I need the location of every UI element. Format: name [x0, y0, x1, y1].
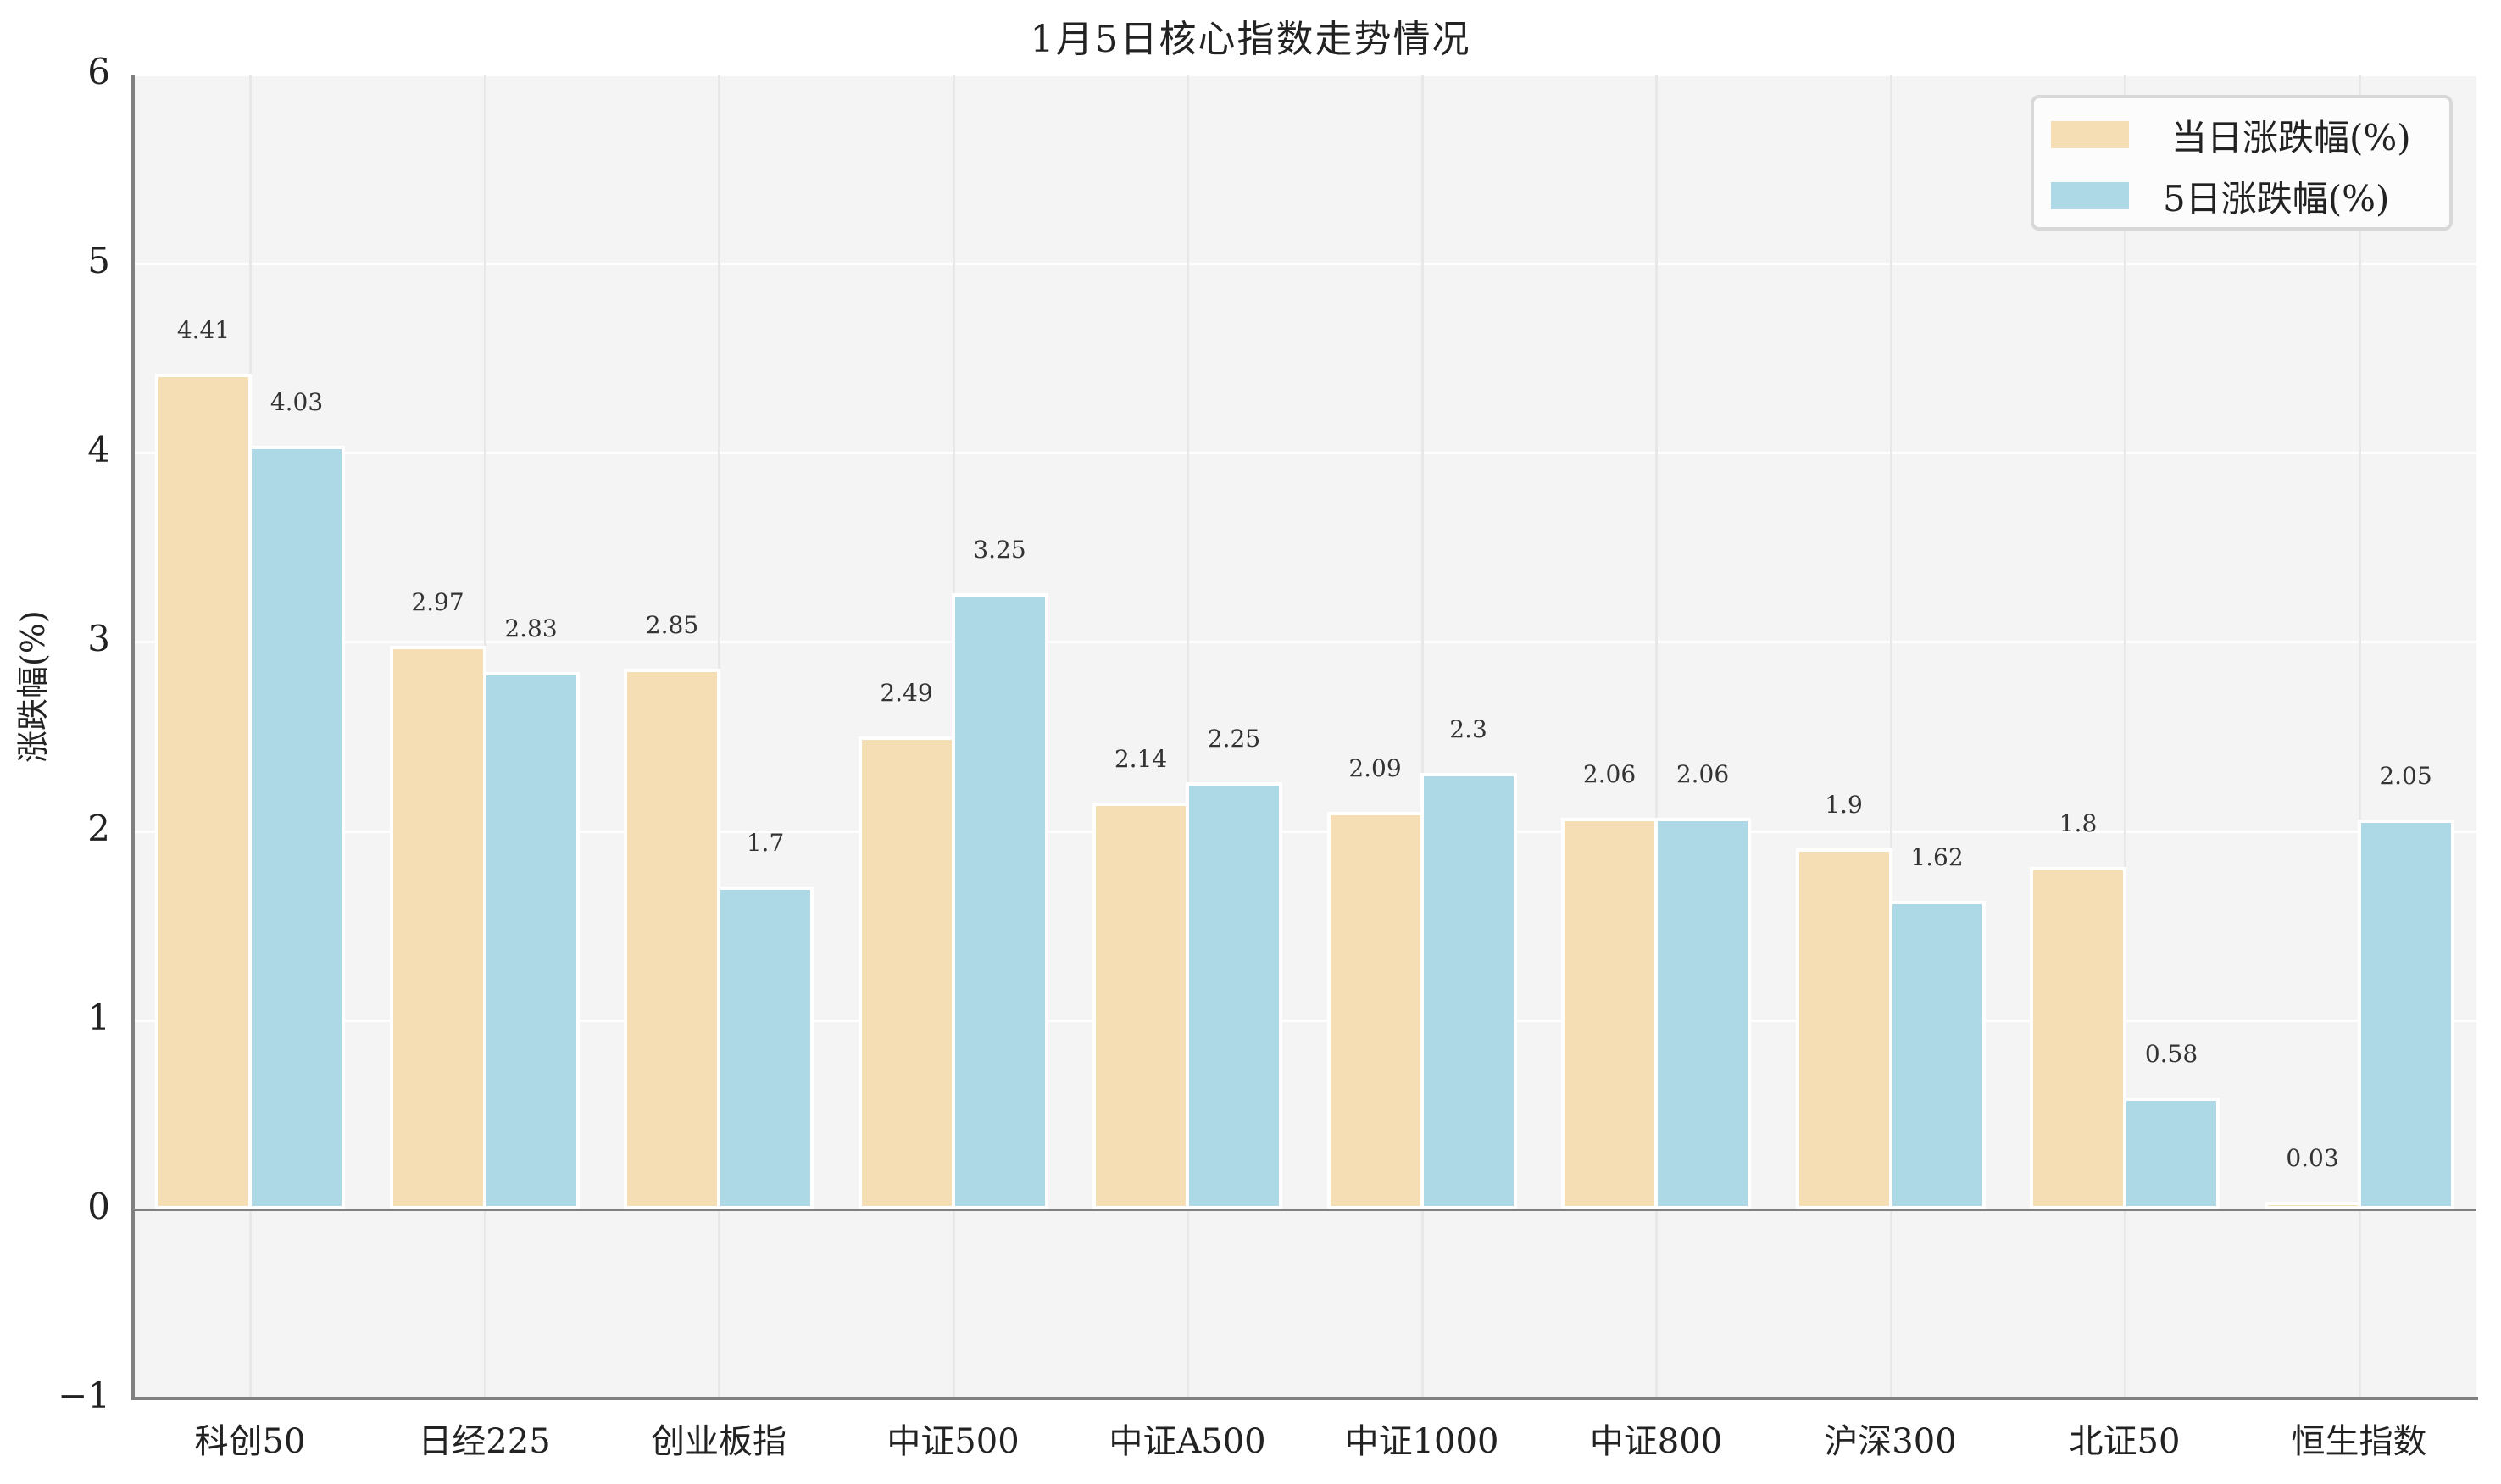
h-gridline — [133, 830, 2476, 833]
bar-value-label: 4.41 — [176, 315, 231, 344]
bar-value-label: 3.25 — [973, 535, 1026, 564]
y-tick-label: 0 — [87, 1185, 110, 1227]
x-tick-label: 沪深300 — [1824, 1422, 1957, 1461]
bar-5day-change — [248, 445, 345, 1209]
legend-label-daily: 当日涨跌幅(%) — [2171, 116, 2411, 158]
legend-item-5day: 5日涨跌幅(%) — [2051, 175, 2389, 220]
bar-value-label: 2.85 — [645, 610, 699, 639]
legend: 当日涨跌幅(%) 5日涨跌幅(%) — [2031, 95, 2453, 231]
x-tick-label: 日经225 — [418, 1422, 551, 1461]
bar-daily-change — [1326, 812, 1424, 1209]
bar-5day-change — [1888, 901, 1986, 1209]
v-gridline — [1420, 75, 1424, 1397]
x-tick-label: 中证1000 — [1344, 1422, 1499, 1461]
bar-value-label: 1.9 — [1825, 790, 1863, 819]
bar-value-label: 4.03 — [270, 387, 324, 416]
chart-title: 1月5日核心指数走势情况 — [1030, 18, 1471, 61]
bar-daily-change — [1561, 818, 1658, 1209]
bar-daily-change — [2030, 867, 2126, 1209]
bar-5day-change — [717, 886, 814, 1209]
bar-value-label: 2.09 — [1348, 754, 1402, 783]
bar-daily-change — [624, 668, 720, 1209]
bar-value-label: 2.83 — [504, 614, 558, 643]
y-tick-label: −1 — [58, 1375, 110, 1416]
bar-value-label: 2.3 — [1449, 714, 1487, 743]
bar-5day-change — [482, 672, 580, 1209]
bar-value-label: 2.05 — [2379, 762, 2432, 791]
bar-value-label: 2.06 — [1676, 760, 1730, 789]
y-axis-line — [131, 75, 135, 1400]
bar-daily-change — [858, 736, 955, 1209]
h-gridline — [133, 641, 2476, 644]
x-tick-label: 科创50 — [194, 1422, 306, 1461]
y-tick-label: 2 — [87, 807, 110, 849]
x-tick-label: 中证A500 — [1109, 1422, 1266, 1461]
v-gridline — [1655, 75, 1658, 1397]
x-tick-label: 中证800 — [1589, 1422, 1723, 1461]
bar-value-label: 0.03 — [2286, 1144, 2339, 1173]
y-tick-label: 1 — [87, 996, 110, 1038]
bar-5day-change — [2123, 1098, 2220, 1209]
v-gridline — [2358, 75, 2361, 1397]
x-axis-line — [131, 1397, 2478, 1400]
bar-5day-change — [1654, 818, 1751, 1209]
h-gridline — [133, 452, 2476, 455]
x-tick-label: 北证50 — [2069, 1422, 2181, 1461]
h-gridline — [133, 74, 2476, 76]
y-tick-label: 4 — [87, 429, 110, 471]
legend-label-5day: 5日涨跌幅(%) — [2163, 177, 2390, 220]
bar-value-label: 2.97 — [411, 588, 464, 617]
bar-value-label: 2.25 — [1207, 724, 1261, 753]
legend-item-daily: 当日涨跌幅(%) — [2051, 114, 2411, 158]
bar-value-label: 1.8 — [2059, 809, 2098, 838]
legend-swatch-daily — [2051, 121, 2129, 148]
legend-swatch-5day — [2051, 182, 2129, 209]
bar-5day-change — [2357, 820, 2454, 1209]
bar-value-label: 2.14 — [1114, 745, 1168, 774]
x-tick-label: 中证500 — [886, 1422, 1020, 1461]
v-gridline — [1889, 75, 1892, 1397]
v-gridline — [2124, 75, 2126, 1397]
v-gridline — [1187, 75, 1189, 1397]
bar-daily-change — [155, 373, 252, 1209]
bar-value-label: 2.06 — [1582, 760, 1637, 789]
y-tick-label: 6 — [87, 51, 110, 92]
bar-daily-change — [1092, 803, 1189, 1209]
bar-5day-change — [1420, 772, 1517, 1209]
bar-daily-change — [389, 646, 486, 1209]
x-tick-label: 创业板指 — [651, 1422, 786, 1461]
bar-daily-change — [1795, 848, 1892, 1209]
bar-value-label: 2.49 — [880, 679, 933, 708]
h-gridline — [133, 263, 2476, 266]
bar-value-label: 1.62 — [1910, 843, 1964, 872]
zero-line — [133, 1208, 2476, 1211]
bar-value-label: 1.7 — [746, 828, 785, 857]
h-gridline — [133, 1019, 2476, 1022]
bar-5day-change — [1186, 781, 1282, 1209]
bar-5day-change — [951, 592, 1048, 1209]
x-tick-label: 恒生指数 — [2291, 1422, 2427, 1461]
y-tick-label: 5 — [87, 240, 110, 282]
y-tick-label: 3 — [87, 618, 110, 660]
bar-value-label: 0.58 — [2144, 1040, 2198, 1069]
